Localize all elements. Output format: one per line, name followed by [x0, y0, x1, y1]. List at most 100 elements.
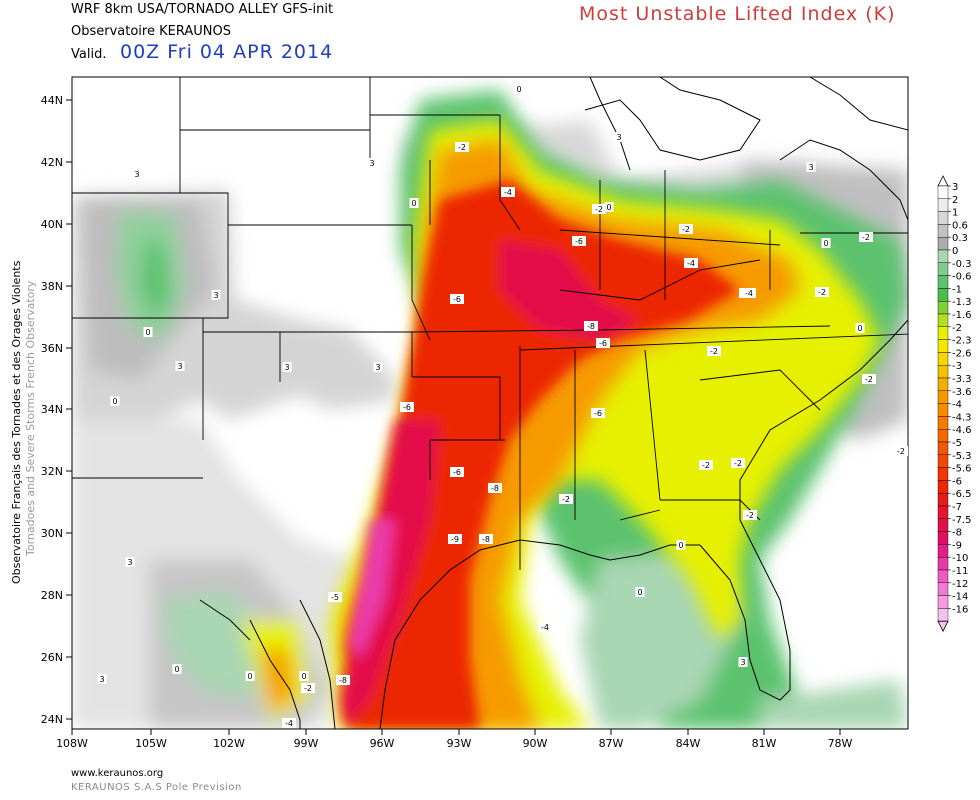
lat-tick-label: 26N: [41, 651, 63, 664]
legend-label: -4: [952, 400, 962, 411]
legend-label: -16: [952, 604, 968, 615]
contour-label-bg: [591, 408, 605, 418]
contour-label: -6: [575, 237, 583, 246]
legend-swatch: [937, 313, 949, 328]
contour-label: 0: [637, 588, 642, 597]
lat-tick-label: 40N: [41, 218, 63, 231]
map-field: [72, 77, 908, 729]
legend-swatch: [937, 326, 949, 340]
contour-label: -2: [304, 684, 312, 693]
contour-label: -4: [687, 259, 695, 268]
contour-label: -8: [482, 535, 490, 544]
model-info: WRF 8km USA/TORNADO ALLEY GFS-init: [71, 2, 334, 17]
legend-label: -12: [952, 579, 968, 590]
lon-tick-label: 108W: [56, 737, 88, 750]
legend-label: -14: [952, 592, 968, 603]
latitude-axis: 44N 42N 40N 38N 36N 34N 32N 30N 28N 26N 24N: [41, 94, 72, 726]
contour-label-bg: [743, 510, 757, 520]
contour-label: -2: [734, 459, 742, 468]
contour-label-bg: [614, 132, 624, 142]
legend-label: -2.3: [952, 336, 972, 347]
contour-label: -2: [862, 233, 870, 242]
legend-swatch: [937, 582, 949, 596]
contour-label: 3: [740, 658, 745, 667]
legend-swatch: [937, 262, 949, 276]
lon-tick-label: 93W: [447, 737, 472, 750]
contour-label: 0: [247, 672, 252, 681]
legend-label: 0.3: [952, 233, 968, 244]
legend-label: -7: [952, 502, 962, 513]
legend-label: -2: [952, 323, 962, 334]
contour-label-bg: [738, 657, 748, 667]
contour-label-bg: [450, 294, 464, 304]
contour-label: 3: [808, 163, 813, 172]
contour-label-bg: [245, 671, 255, 681]
legend-swatch: [937, 557, 949, 571]
lat-tick-label: 44N: [41, 94, 63, 107]
contour-label-bg: [635, 587, 645, 597]
contour-label-bg: [894, 446, 908, 456]
contour-label: -2: [865, 375, 873, 384]
contour-label-bg: [450, 467, 464, 477]
contour-label-bg: [572, 236, 586, 246]
lon-tick-label: 105W: [135, 737, 167, 750]
contour-label: -4: [541, 623, 549, 632]
contour-label-bg: [679, 224, 693, 234]
contour-label: 0: [857, 324, 862, 333]
legend-swatch: [937, 198, 949, 212]
valid-time: 00Z Fri 04 APR 2014: [120, 41, 334, 63]
legend-label: -6: [952, 476, 962, 487]
legend-swatch: [937, 544, 949, 558]
contour-label-bg: [859, 232, 873, 242]
contour-label: 0: [823, 239, 828, 248]
contour-label-bg: [821, 238, 831, 248]
contour-label-bg: [488, 483, 502, 493]
legend-swatch: [937, 236, 949, 251]
website-url[interactable]: www.keraunos.org: [71, 768, 164, 779]
lat-tick-label: 36N: [41, 342, 63, 355]
legend-label: -3.6: [952, 387, 972, 398]
contour-label-bg: [125, 557, 135, 567]
legend-swatch: [937, 211, 949, 225]
contour-label: 3: [213, 291, 218, 300]
legend-swatch: [937, 518, 949, 532]
legend-swatch: [937, 595, 949, 609]
contour-label: -8: [339, 676, 347, 685]
contour-label-bg: [584, 321, 598, 331]
legend-label: -2.6: [952, 348, 972, 359]
lon-tick-label: 99W: [294, 737, 319, 750]
contour-label: -4: [745, 289, 753, 298]
contour-label: -6: [599, 339, 607, 348]
contour-label: -6: [403, 403, 411, 412]
color-legend: 3 2 10.6 0.3 0 -0.3 -0.6-1 -1.3 -1.6 -2 -2.3-2.6 -3…: [937, 175, 972, 633]
contour-label: 3: [369, 159, 374, 168]
legend-swatch: [937, 224, 949, 238]
lat-tick-label: 34N: [41, 403, 63, 416]
legend-label: 0.6: [952, 220, 968, 231]
contour-label: 3: [375, 363, 380, 372]
contour-label-bg: [514, 84, 524, 94]
legend-label: -9: [952, 540, 962, 551]
contour-label: 0: [606, 203, 611, 212]
legend-label: -11: [952, 566, 968, 577]
contour-label: -2: [595, 205, 603, 214]
lon-tick-label: 87W: [599, 737, 624, 750]
legend-swatch: [937, 275, 949, 289]
contour-label: 0: [301, 672, 306, 681]
legend-swatch: [937, 365, 949, 379]
contour-label: 0: [411, 199, 416, 208]
legend-swatch: [937, 569, 949, 584]
contour-label-bg: [604, 202, 614, 212]
legend-swatch: [937, 493, 949, 507]
contour-label-bg: [742, 288, 756, 298]
contour-label-bg: [175, 361, 185, 371]
legend-label: 0: [952, 246, 958, 257]
contour-label: 0: [145, 328, 150, 337]
lon-tick-label: 96W: [370, 737, 395, 750]
legend-swatch: [937, 429, 949, 443]
legend-label: -5: [952, 438, 962, 449]
lat-tick-label: 30N: [41, 527, 63, 540]
contour-label-bg: [448, 534, 462, 544]
contour-label: 0: [516, 85, 521, 94]
